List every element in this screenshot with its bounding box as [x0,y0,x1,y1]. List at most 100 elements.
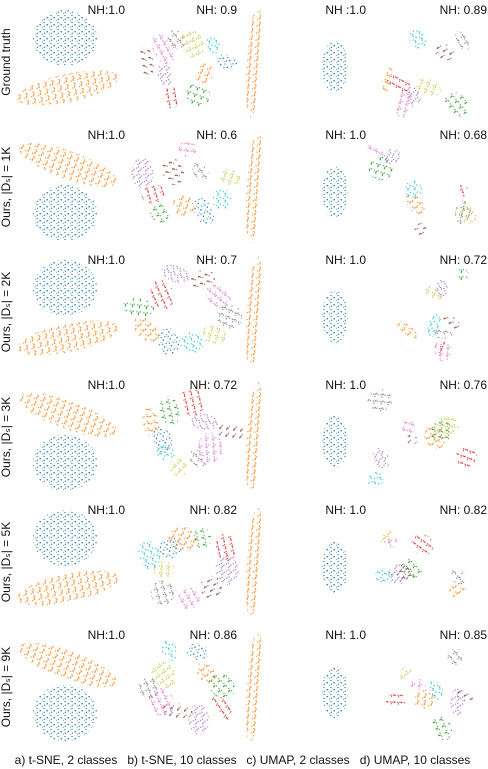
point-cloud [423,285,443,301]
point-cloud [17,320,119,356]
point-cloud [433,43,456,61]
point-cloud [408,27,427,49]
point-cloud [405,180,423,200]
point-cloud [375,568,393,584]
point-cloud [456,267,469,283]
point-cloud [188,449,207,468]
point-cloud [456,204,477,224]
point-cloud [190,413,218,430]
point-cloud [446,648,464,666]
point-cloud [188,704,210,735]
point-cloud [139,46,155,78]
point-cloud [245,631,263,743]
nh-score: NH: 0.72 [190,378,238,392]
nh-score: NH: 0.85 [440,628,488,642]
point-cloud [449,582,466,598]
nh-score: NH: 1.0 [325,628,366,642]
nh-score: NH: 0.86 [190,628,238,642]
point-cloud [398,667,412,680]
point-cloud [367,144,384,157]
point-cloud [386,74,411,93]
point-cloud [157,328,181,356]
nh-score: NH: 0.72 [440,253,488,267]
point-cloud [202,324,227,345]
point-cloud [33,435,97,491]
row: Ground truth NH:1.0 NH: 0.9 NH :1.0 NH: 0.89 [0,3,487,118]
nh-score: NH:1.0 [88,3,126,17]
point-cloud [33,685,97,741]
point-cloud [455,446,477,468]
point-cloud [245,506,263,618]
row: Ours, |Dₛ| = 3K NH:1.0 NH: 0.72 NH: 1.0 NH: … [0,378,487,493]
point-cloud [215,555,239,585]
point-cloud [178,141,197,158]
point-cloud [450,568,466,585]
nh-score: NH:1.0 [88,503,126,517]
point-cloud [18,142,118,188]
point-cloud [215,533,237,562]
point-cloud [186,643,209,661]
nh-score: NH: 0.68 [440,128,488,142]
point-cloud [180,29,204,58]
row: Ours, |Dₛ| = 5K NH:1.0 NH: 0.82 NH: 1.0 NH: … [0,503,487,618]
point-cloud [395,562,415,584]
point-cloud [142,407,159,437]
nh-score: NH: 0.76 [440,378,488,392]
point-cloud [216,303,243,329]
point-cloud [455,31,470,51]
point-cloud [322,666,348,718]
point-cloud [411,533,434,556]
nh-score: NH: 1.0 [325,503,366,517]
point-cloud [138,677,160,699]
point-cloud [18,642,118,688]
point-cloud [219,169,241,186]
point-cloud [179,388,205,417]
point-cloud [150,661,176,688]
point-cloud [427,680,443,701]
nh-score: NH: 1.0 [325,128,366,142]
point-cloud [373,447,390,469]
point-cloud [153,561,175,578]
point-cloud [432,716,453,741]
point-cloud [199,575,223,599]
point-cloud [205,35,221,55]
point-cloud [150,202,169,224]
point-cloud [141,184,165,204]
column-caption: b) t-SNE, 10 classes [127,753,236,767]
nh-score: NH: 0.82 [190,503,238,517]
nh-score: NH:1.0 [88,128,126,142]
point-cloud [190,269,216,290]
point-cloud [169,457,189,477]
point-cloud [322,541,348,593]
point-cloud [405,434,418,445]
nh-score: NH: 0.7 [196,253,237,267]
point-cloud [133,316,161,343]
point-cloud [161,264,190,284]
point-cloud [322,166,348,218]
point-cloud [454,688,474,703]
point-cloud [150,580,175,605]
point-cloud [172,195,195,216]
point-cloud [215,423,247,440]
point-cloud [131,157,154,189]
point-cloud [33,260,97,316]
point-cloud [194,63,214,85]
point-cloud [211,188,232,210]
point-cloud [457,184,469,197]
point-cloud [33,185,97,241]
point-cloud [367,471,385,488]
point-cloud [436,416,460,435]
point-cloud [322,416,348,468]
point-cloud [33,10,97,66]
column-caption: c) UMAP, 2 classes [246,753,349,767]
point-cloud [245,131,263,243]
nh-score: NH: 0.6 [196,128,237,142]
point-cloud [168,525,197,552]
point-cloud [205,284,231,309]
point-cloud [427,313,441,338]
row-label: Ours, |Dₛ| = 5K [0,522,13,602]
point-cloud [17,570,119,606]
point-cloud [380,530,394,545]
point-cloud [401,418,416,437]
